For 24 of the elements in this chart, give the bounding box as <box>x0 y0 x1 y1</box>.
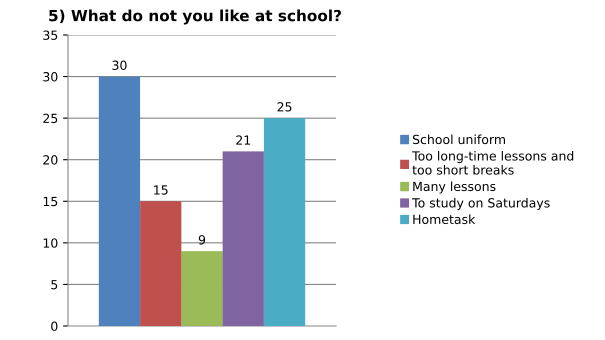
y-tick-label: 0 <box>51 321 58 331</box>
data-label: 15 <box>154 185 168 195</box>
y-tick-label: 15 <box>44 196 58 206</box>
legend-label: Hometask <box>413 214 476 224</box>
bar <box>140 201 182 326</box>
y-tick-label: 30 <box>43 72 58 82</box>
y-tick-label: 5 <box>51 280 58 290</box>
data-label: 25 <box>278 102 292 112</box>
legend-label: School uniform <box>412 134 505 144</box>
data-label: 21 <box>236 135 250 145</box>
data-label: 9 <box>198 235 206 245</box>
data-label: 30 <box>112 60 127 70</box>
y-tick-label: 10 <box>44 238 58 248</box>
legend-label: To study on Saturdays <box>412 198 550 210</box>
y-tick-label: 25 <box>43 114 58 124</box>
y-tick-label: 20 <box>43 155 58 165</box>
legend-label: Many lessons <box>413 181 496 194</box>
bar <box>181 251 223 326</box>
bar <box>264 118 306 326</box>
bar <box>98 76 140 326</box>
y-tick-label: 35 <box>43 30 58 40</box>
legend-label: Too long-time lessons and too short breaks <box>412 150 574 175</box>
chart-title: 5) What do not you like at school? <box>49 10 341 24</box>
bar <box>222 151 264 326</box>
